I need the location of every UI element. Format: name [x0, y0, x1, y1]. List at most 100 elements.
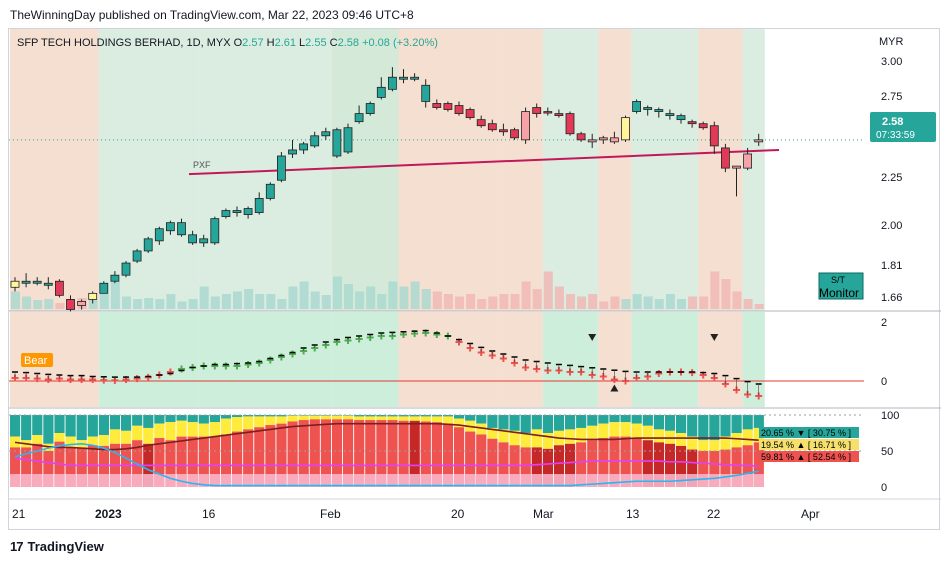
stack-teal	[753, 415, 764, 428]
stack-teal	[565, 415, 576, 430]
time-tick-label: 20	[451, 507, 465, 521]
stack-teal	[154, 415, 165, 424]
stack-teal	[409, 415, 420, 417]
stack-teal	[676, 415, 687, 433]
stack-red	[21, 447, 32, 487]
candle-body	[632, 101, 641, 112]
stack-yellow	[409, 416, 420, 421]
volume-bar	[665, 294, 675, 309]
volume-bar	[399, 286, 409, 309]
volume-bar	[221, 294, 231, 309]
stack-red	[598, 438, 609, 487]
stack-yellow	[598, 423, 609, 439]
time-tick-label: Apr	[801, 507, 820, 521]
stack-red	[676, 445, 687, 487]
stack-red	[753, 442, 764, 487]
stack-yellow	[698, 440, 709, 451]
stack-tick-label: 100	[881, 410, 899, 422]
candle-body	[498, 129, 508, 133]
stack-yellow	[276, 416, 287, 424]
stack-red	[720, 449, 731, 487]
candle-body	[598, 137, 608, 141]
stack-teal	[442, 415, 454, 417]
candle-body	[165, 222, 175, 232]
candle-body	[132, 250, 142, 262]
stack-teal	[254, 415, 265, 417]
stack-pink	[165, 474, 176, 487]
stack-teal	[121, 415, 132, 431]
price-tick-label: 3.00	[881, 56, 902, 68]
volume-bar	[643, 296, 653, 309]
stack-pink	[698, 474, 709, 487]
stack-yellow	[54, 433, 65, 442]
stack-pink	[87, 474, 98, 487]
stack-yellow	[431, 416, 442, 423]
st-monitor-box	[818, 272, 864, 300]
stack-tick-label: 0	[881, 482, 887, 494]
stack-line-blue	[14, 442, 759, 487]
bear-badge-label: Bear	[24, 355, 48, 367]
oscillator-zone	[198, 312, 332, 407]
stack-yellow	[165, 422, 176, 441]
volume-bar	[332, 276, 342, 309]
stack-teal	[365, 415, 376, 417]
stack-teal	[720, 415, 731, 437]
price-zone	[542, 29, 599, 311]
volume-bar	[432, 291, 442, 309]
tradingview-footer[interactable]: 17 TradingView	[10, 539, 104, 554]
stack-yellow	[487, 427, 498, 439]
stack-teal	[209, 415, 220, 423]
volume-bar	[133, 299, 143, 309]
publisher-line: TheWinningDay published on TradingView.c…	[10, 8, 414, 22]
oscillator-zone	[331, 312, 399, 407]
volume-bar	[144, 298, 154, 309]
stack-red	[254, 427, 265, 487]
volume-bar	[732, 291, 742, 309]
stack-pink	[720, 474, 731, 487]
price-zone	[331, 29, 399, 311]
stack-yellow	[287, 415, 298, 422]
time-tick-label: 2023	[95, 507, 122, 521]
stack-yellow	[631, 423, 642, 439]
price-tick-label: 1.66	[881, 292, 902, 304]
stack-pink	[43, 474, 54, 487]
stack-teal	[487, 415, 498, 428]
stack-pink	[498, 474, 509, 487]
volume-bar	[11, 291, 20, 309]
candle-body	[610, 137, 619, 143]
buy-marker-icon	[610, 384, 619, 392]
stack-yellow	[498, 429, 509, 443]
candle-body	[510, 129, 519, 139]
stack-pink	[609, 474, 620, 487]
stack-pink	[10, 474, 21, 487]
price-tick-label: 2.00	[881, 220, 902, 232]
stack-yellow	[298, 415, 309, 421]
stack-yellow	[731, 433, 742, 448]
candle-body	[743, 153, 752, 169]
stack-red	[709, 451, 720, 487]
stack-yellow	[176, 420, 187, 437]
volume-bar	[532, 289, 542, 309]
stack-teal	[398, 415, 409, 417]
candle-body	[199, 238, 209, 244]
stack-yellow	[520, 433, 531, 448]
chart-canvas[interactable]: PXF SFP TECH HOLDINGS BERHAD, 1D, MYX O2.…	[9, 29, 941, 531]
volume-bar	[577, 296, 587, 309]
stack-red	[698, 451, 709, 487]
candle-body	[732, 165, 741, 169]
volume-bar	[521, 281, 531, 309]
stack-yellow	[742, 429, 753, 446]
currency-label: MYR	[879, 36, 904, 48]
st-monitor-line1: S/T	[831, 275, 846, 285]
stack-yellow	[531, 429, 542, 448]
stack-teal	[176, 415, 187, 421]
volume-bar	[321, 295, 331, 309]
price-zone	[598, 29, 632, 311]
candle-body	[265, 183, 275, 199]
stack-yellow	[243, 416, 254, 430]
stack-teal	[198, 415, 209, 424]
stack-pink	[265, 474, 276, 487]
volume-bar	[310, 291, 320, 309]
stack-teal	[87, 415, 98, 437]
oscillator-zone	[742, 312, 765, 407]
